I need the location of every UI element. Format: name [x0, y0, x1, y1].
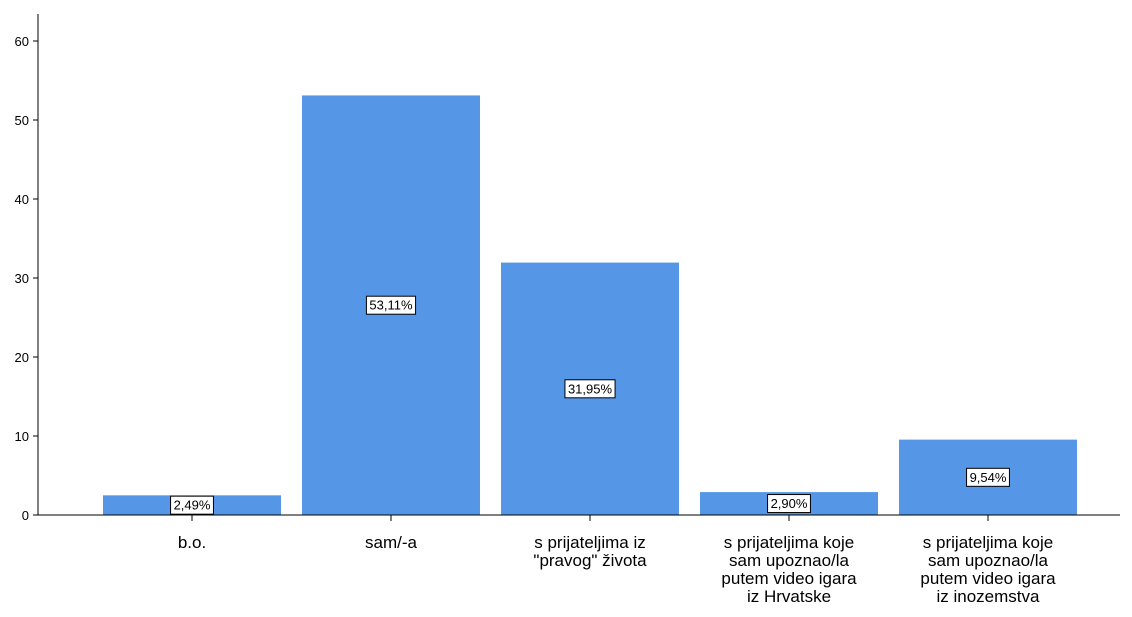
- y-axis: 0 10 20 30 40 50 60: [15, 14, 39, 523]
- data-label-box: [170, 495, 214, 515]
- data-label-box: [564, 379, 616, 399]
- data-label: 2,49%: [170, 495, 214, 515]
- data-labels: 2,49% 53,11% 31,95% 2,90% 9,54%: [170, 295, 1010, 515]
- x-category-label: s prijateljima koje sam upoznao/la putem v…: [920, 533, 1056, 606]
- x-category-label: sam/-a: [365, 533, 418, 552]
- x-category-label-line: s prijateljima koje: [724, 533, 854, 552]
- x-category-label: s prijateljima iz "pravog" života: [533, 533, 647, 570]
- y-tick-label: 0: [22, 508, 29, 523]
- y-tick-label: 20: [15, 350, 29, 365]
- y-tick-label: 40: [15, 192, 29, 207]
- y-tick-label: 60: [15, 34, 29, 49]
- x-category-label-line: sam upoznao/la: [928, 551, 1049, 570]
- x-category-label-line: "pravog" života: [533, 551, 647, 570]
- x-category-label-line: putem video igara: [721, 569, 857, 588]
- y-tick-label: 30: [15, 271, 29, 286]
- x-category-label-line: iz Hrvatske: [747, 587, 831, 606]
- x-category-label-line: sam upoznao/la: [729, 551, 850, 570]
- x-category-label-line: putem video igara: [920, 569, 1056, 588]
- y-tick-label: 50: [15, 113, 29, 128]
- data-label: 53,11%: [365, 295, 417, 315]
- data-label-box: [365, 295, 417, 315]
- data-label-text: 31,95%: [568, 381, 613, 396]
- x-category-label: s prijateljima koje sam upoznao/la putem v…: [721, 533, 857, 606]
- x-category-label-line: s prijateljima iz: [534, 533, 645, 552]
- bars: [103, 95, 1077, 515]
- x-category-label-line: iz inozemstva: [937, 587, 1041, 606]
- x-category-label-line: b.o.: [178, 533, 206, 552]
- data-label: 31,95%: [564, 379, 616, 399]
- data-label-text: 2,49%: [174, 498, 211, 513]
- data-label: 9,54%: [966, 467, 1010, 487]
- data-label-box: [767, 494, 811, 514]
- data-label-text: 53,11%: [369, 298, 413, 313]
- x-category-label-line: s prijateljima koje: [923, 533, 1053, 552]
- data-label-text: 2,90%: [771, 496, 808, 511]
- x-category-label-line: sam/-a: [365, 533, 418, 552]
- x-category-label: b.o.: [178, 533, 206, 552]
- y-tick-label: 10: [15, 429, 29, 444]
- data-label: 2,90%: [767, 494, 811, 514]
- x-axis: b.o. sam/-a s prijateljima iz "pravog" živo…: [38, 514, 1120, 606]
- data-label-box: [966, 467, 1010, 487]
- data-label-text: 9,54%: [970, 470, 1007, 485]
